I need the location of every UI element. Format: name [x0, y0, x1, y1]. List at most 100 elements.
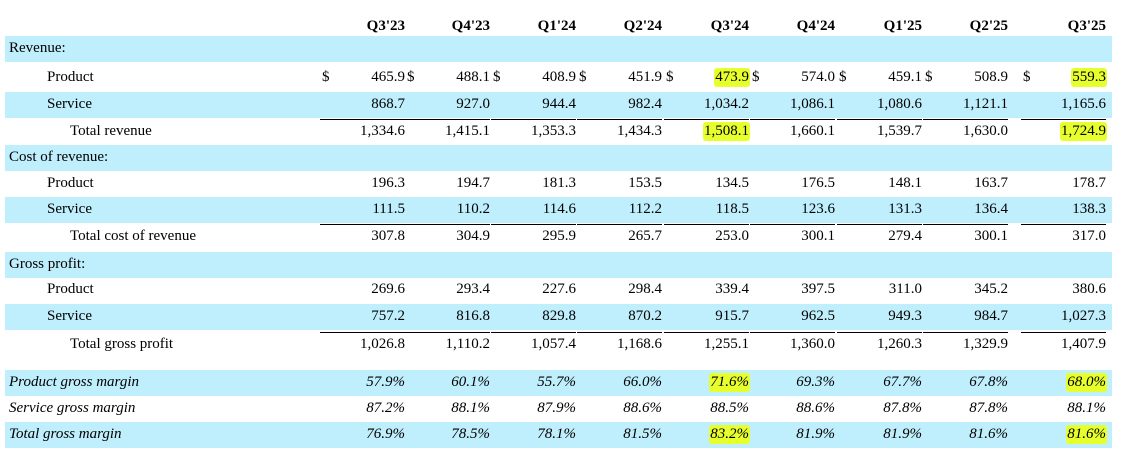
- cell-value: 574.0: [801, 69, 835, 85]
- table-cell: $459.1: [839, 65, 922, 91]
- column-header: Q4'24: [796, 18, 835, 34]
- table-cell: 60.1%: [407, 370, 490, 396]
- table-cell: 1,255.1: [666, 332, 749, 358]
- table-cell: 87.8%: [839, 396, 922, 422]
- table-cell: 1,407.9: [1023, 332, 1106, 358]
- total-rule: [320, 224, 405, 225]
- cell-value: 949.3: [888, 308, 922, 324]
- column-header: Q3'25: [1067, 18, 1106, 34]
- row-label: Total revenue: [70, 123, 152, 139]
- table-cell: 88.5%: [666, 396, 749, 422]
- cell-value: 298.4: [628, 281, 662, 297]
- cell-value: 1,630.0: [963, 123, 1008, 139]
- cell-value: 1,034.2: [704, 96, 749, 112]
- cell-value: 962.5: [801, 308, 835, 324]
- table-cell: 112.2: [579, 197, 662, 223]
- row-label: Cost of revenue:: [9, 149, 109, 165]
- table-cell: 87.2%: [322, 396, 405, 422]
- table-cell: 163.7: [925, 171, 1008, 197]
- table-cell: 176.5: [752, 171, 835, 197]
- table-cell: 915.7: [666, 304, 749, 330]
- table-cell: 1,034.2: [666, 92, 749, 118]
- cell-value: 181.3: [542, 175, 576, 191]
- table-cell: 78.5%: [407, 422, 490, 448]
- cell-value: 148.1: [888, 175, 922, 191]
- total-rule: [837, 119, 922, 120]
- cell-value: 81.6%: [969, 426, 1008, 442]
- cell-value: 380.6: [1072, 281, 1106, 297]
- total-rule: [1021, 224, 1106, 225]
- cell-value: 123.6: [801, 201, 835, 217]
- cell-value: 1,086.1: [790, 96, 835, 112]
- row-label: Total gross profit: [70, 336, 174, 352]
- column-header: Q2'25: [969, 18, 1008, 34]
- cell-value: 55.7%: [537, 374, 576, 390]
- table-row: Product 269.6 293.4 227.6 298.4 339.4 397.5 311…: [5, 277, 1112, 303]
- table-cell: 1,360.0: [752, 332, 835, 358]
- cell-value: 816.8: [456, 308, 490, 324]
- cell-value: 134.5: [715, 175, 749, 191]
- table-cell: 295.9: [493, 224, 576, 250]
- cell-value: 112.2: [628, 201, 662, 217]
- cell-value: 60.1%: [451, 374, 490, 390]
- table-cell: 87.9%: [493, 396, 576, 422]
- table-cell: $574.0: [752, 65, 835, 91]
- cell-value: 66.0%: [623, 374, 662, 390]
- cell-value: 1,434.3: [617, 123, 662, 139]
- cell-value: 163.7: [974, 175, 1008, 191]
- cell-value: 81.9%: [883, 426, 922, 442]
- table-cell: 345.2: [925, 277, 1008, 303]
- total-rule: [320, 332, 405, 333]
- cell-value: 488.1: [456, 69, 490, 85]
- total-rule: [405, 332, 490, 333]
- cell-value: 114.6: [542, 201, 576, 217]
- cell-value: 81.5%: [623, 426, 662, 442]
- cell-value: 927.0: [456, 96, 490, 112]
- table-cell: 868.7: [322, 92, 405, 118]
- column-header: Q4'23: [451, 18, 490, 34]
- cell-value: 87.8%: [883, 400, 922, 416]
- cell-value: 178.7: [1072, 175, 1106, 191]
- table-cell: 66.0%: [579, 370, 662, 396]
- table-cell: 67.7%: [839, 370, 922, 396]
- table-cell: 962.5: [752, 304, 835, 330]
- table-row: Total gross margin 76.9% 78.5% 78.1% 81.5% 83…: [5, 422, 1112, 448]
- cell-value: 69.3%: [796, 374, 835, 390]
- total-rule: [491, 119, 576, 120]
- table-cell: 253.0: [666, 224, 749, 250]
- table-cell: 1,080.6: [839, 92, 922, 118]
- cell-value: 196.3: [371, 175, 405, 191]
- table-row: Gross profit:: [5, 252, 1112, 278]
- cell-value: 67.7%: [883, 374, 922, 390]
- table-cell: 76.9%: [322, 422, 405, 448]
- table-cell: $559.3: [1023, 65, 1106, 91]
- cell-value: 984.7: [974, 308, 1008, 324]
- column-header: Q1'25: [883, 18, 922, 34]
- total-rule: [750, 119, 835, 120]
- table-cell: 1,121.1: [925, 92, 1008, 118]
- cell-value: 300.1: [974, 228, 1008, 244]
- cell-value: 293.4: [456, 281, 490, 297]
- table-cell: 1,165.6: [1023, 92, 1106, 118]
- table-row: Total gross profit 1,026.8 1,110.2 1,057.4 1…: [5, 332, 1112, 358]
- table-cell: $408.9: [493, 65, 576, 91]
- table-cell: 1,057.4: [493, 332, 576, 358]
- table-cell: 57.9%: [322, 370, 405, 396]
- column-header: Q2'24: [623, 18, 662, 34]
- cell-value: 88.5%: [710, 400, 749, 416]
- table-cell: 148.1: [839, 171, 922, 197]
- cell-value: 88.1%: [451, 400, 490, 416]
- cell-value: 88.6%: [623, 400, 662, 416]
- row-label: Total gross margin: [9, 426, 122, 442]
- table-cell: 984.7: [925, 304, 1008, 330]
- table-cell: 269.6: [322, 277, 405, 303]
- row-label: Service: [47, 96, 92, 112]
- table-cell: 816.8: [407, 304, 490, 330]
- cell-value: 265.7: [628, 228, 662, 244]
- cell-value: 87.8%: [969, 400, 1008, 416]
- cell-value: 944.4: [542, 96, 576, 112]
- table-cell: 88.1%: [1023, 396, 1106, 422]
- table-row: Service 757.2 816.8 829.8 870.2 915.7 962.5 949…: [5, 304, 1112, 330]
- currency-symbol: $: [407, 69, 415, 85]
- table-cell: 111.5: [322, 197, 405, 223]
